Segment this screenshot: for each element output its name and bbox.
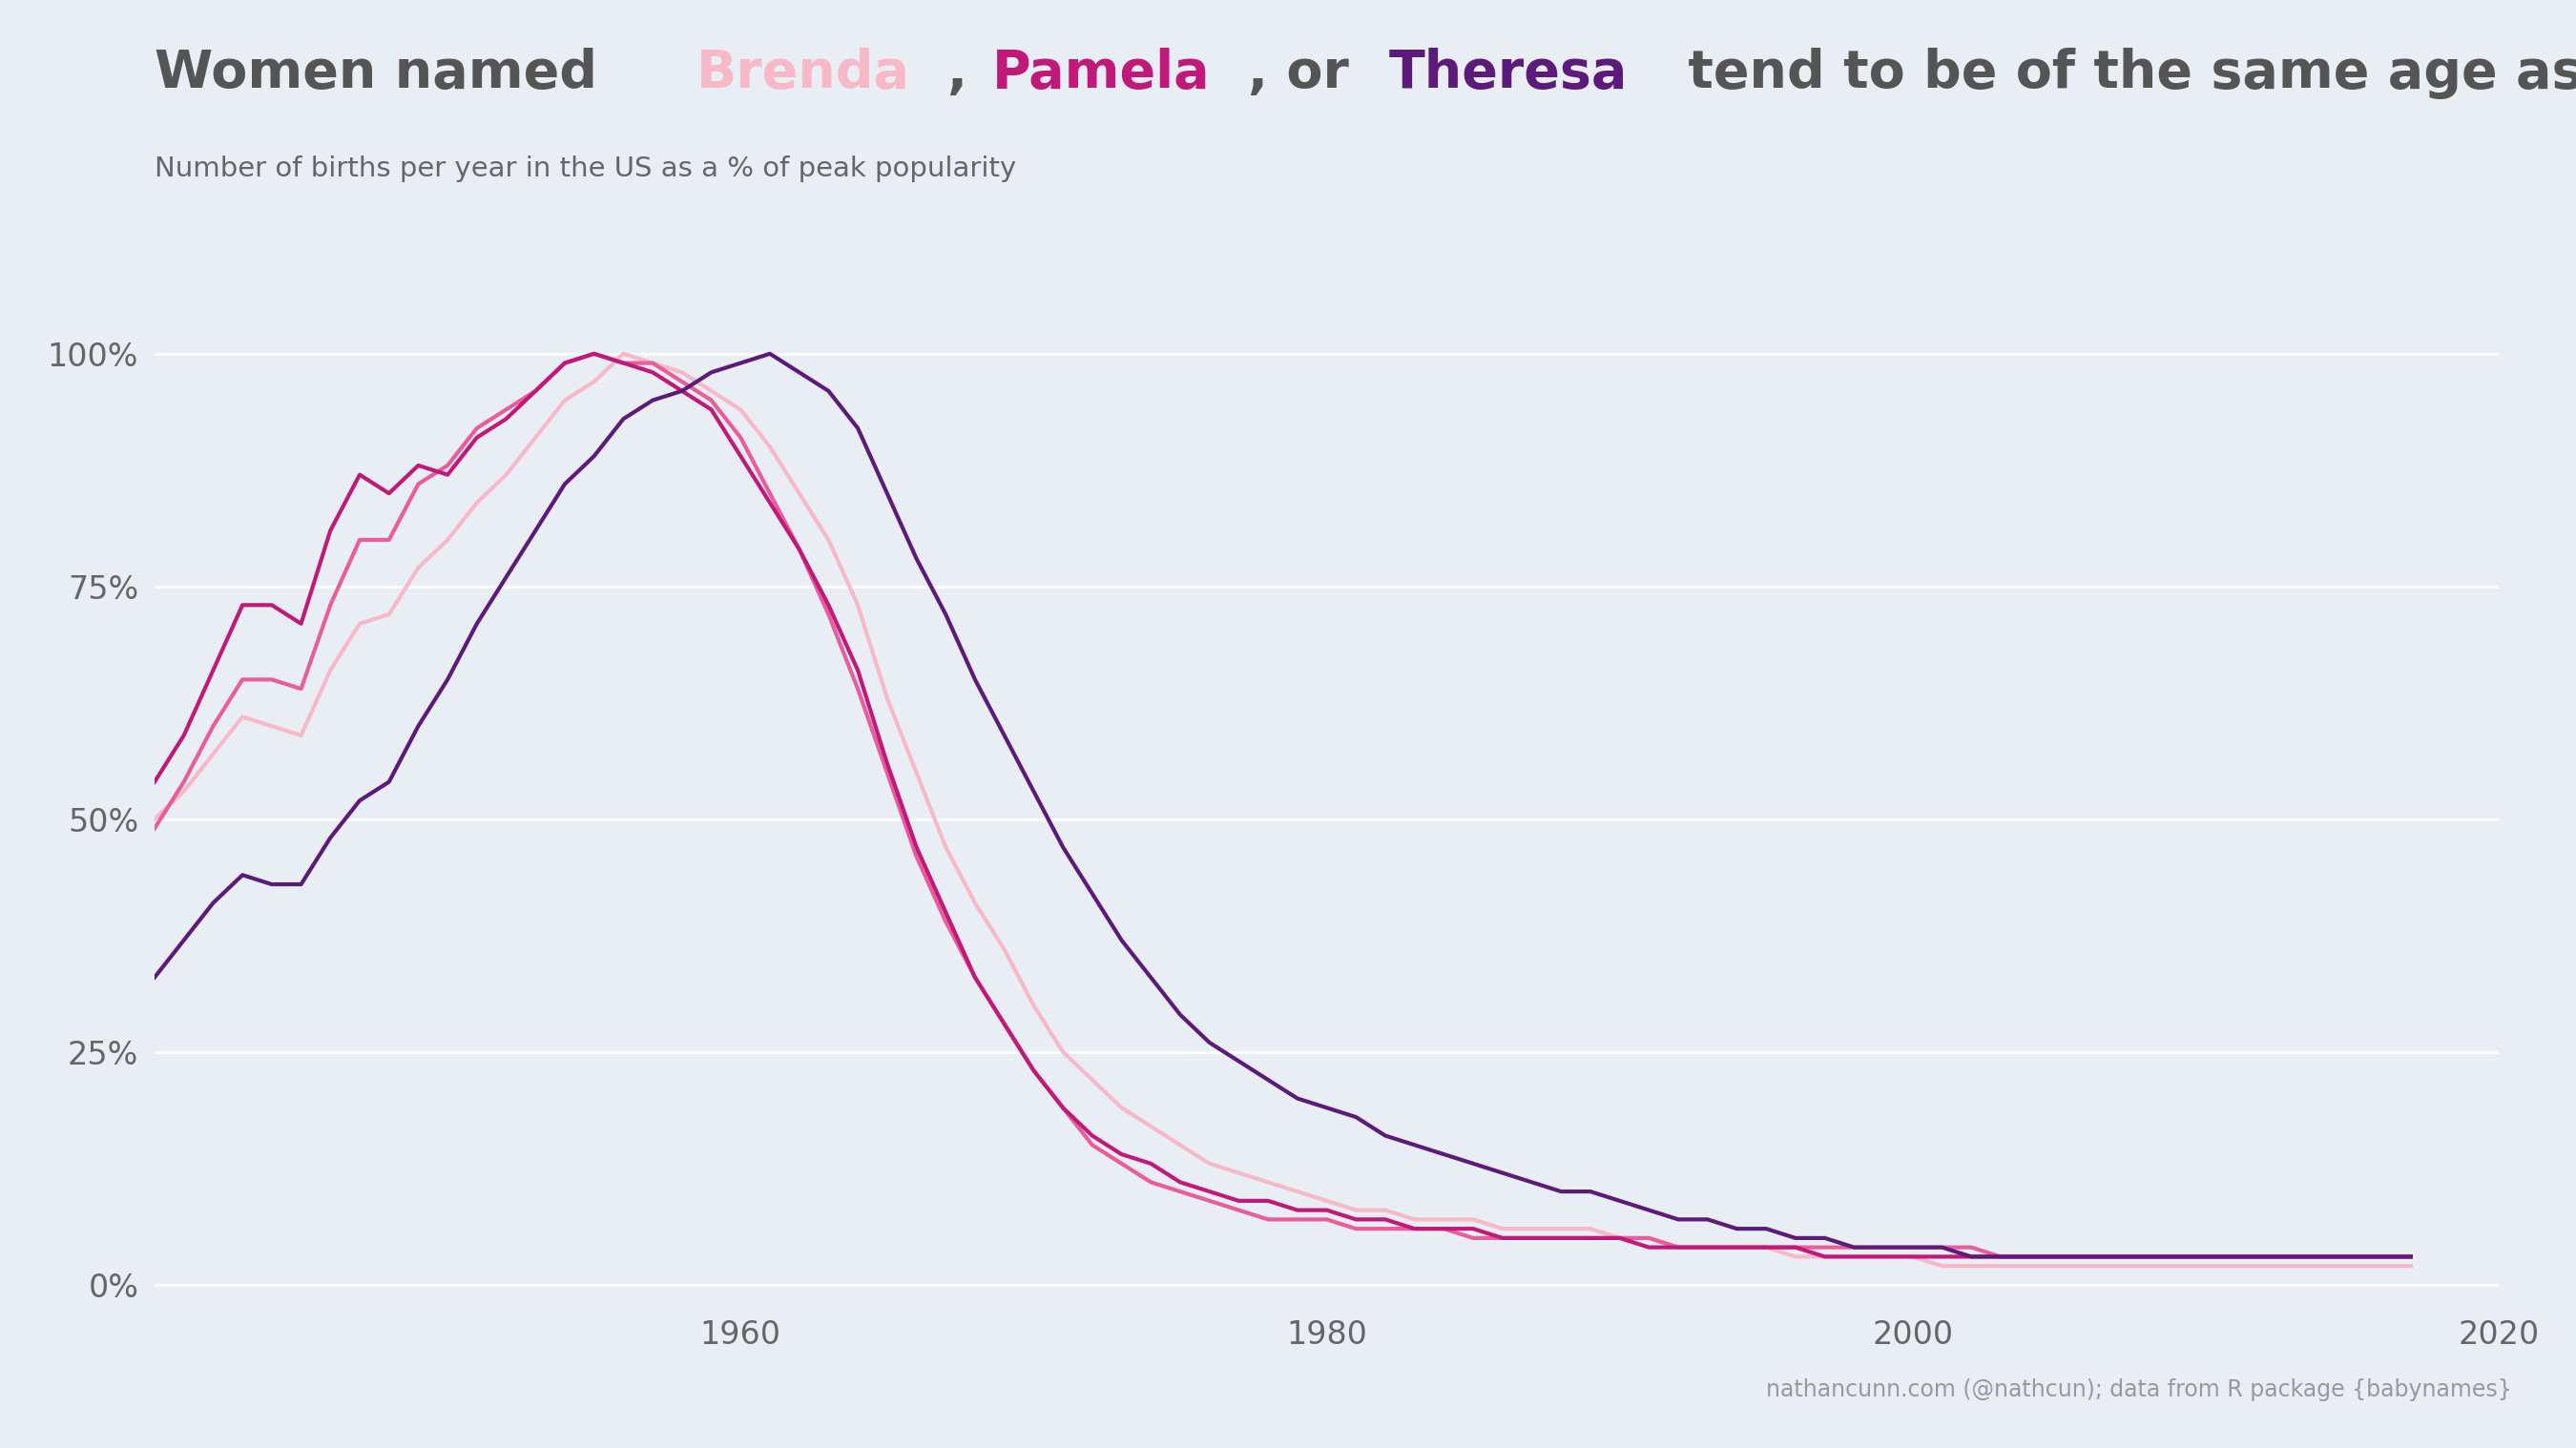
Text: ,: , <box>948 48 987 98</box>
Text: Pamela: Pamela <box>992 48 1211 98</box>
Text: Number of births per year in the US as a % of peak popularity: Number of births per year in the US as a… <box>155 156 1018 182</box>
Text: tend to be of the same age as: tend to be of the same age as <box>1669 48 2576 98</box>
Text: Theresa: Theresa <box>1388 48 1628 98</box>
Text: nathancunn.com (@nathcun); data from R package {babynames}: nathancunn.com (@nathcun); data from R p… <box>1765 1378 2512 1402</box>
Text: , or: , or <box>1249 48 1368 98</box>
Text: Women named: Women named <box>155 48 616 98</box>
Text: Brenda: Brenda <box>696 48 909 98</box>
